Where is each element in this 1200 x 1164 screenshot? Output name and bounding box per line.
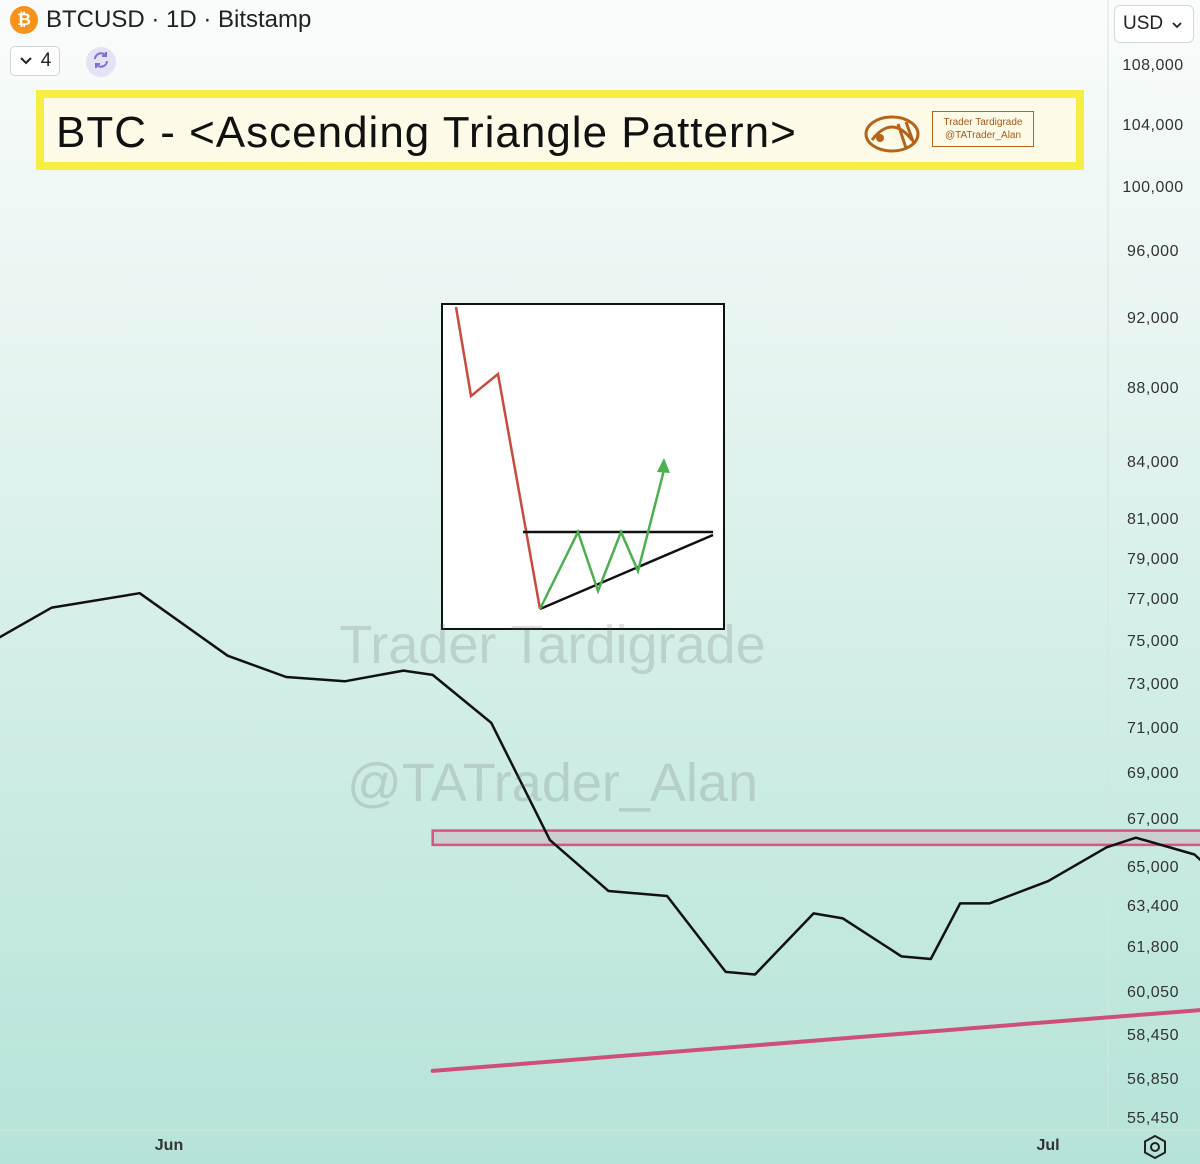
price-tick-label: 88,000 [1127, 380, 1179, 398]
price-tick-label: 108,000 [1122, 57, 1184, 74]
chevron-down-icon [19, 53, 33, 70]
refresh-button[interactable] [86, 47, 116, 77]
title-banner: BTC - <Ascending Triangle Pattern> Trade… [36, 90, 1084, 170]
gear-icon [1144, 1134, 1166, 1160]
badge-line-2: @TATrader_Alan [944, 130, 1022, 141]
price-tick-label: 55,450 [1127, 1110, 1179, 1127]
price-tick-label: 56,850 [1127, 1070, 1179, 1088]
time-tick-label: Jul [1036, 1137, 1060, 1154]
symbol-title[interactable]: BTCUSD · 1D · Bitstamp [46, 6, 312, 33]
price-tick-label: 100,000 [1122, 178, 1184, 196]
symbol-header[interactable]: ₿ BTCUSD · 1D · Bitstamp [10, 6, 311, 34]
price-tick-label: 67,000 [1127, 811, 1179, 829]
watermark-name: Trader Tardigrade [339, 615, 766, 675]
chart-settings-button[interactable] [1142, 1134, 1168, 1160]
resistance-band [431, 829, 1200, 847]
price-tick-label: 71,000 [1127, 719, 1179, 737]
title-banner-inner: BTC - <Ascending Triangle Pattern> Trade… [44, 98, 1076, 162]
diagram-breakout-line [538, 469, 666, 610]
price-tick-label: 92,000 [1127, 310, 1179, 328]
price-tick-label: 96,000 [1127, 243, 1179, 261]
support-trendline [430, 1008, 1200, 1073]
price-tick-label: 79,000 [1127, 550, 1179, 568]
price-tick-label: 65,000 [1127, 859, 1179, 876]
diagram-breakout-arrow [657, 458, 670, 473]
currency-select[interactable]: USD [1114, 5, 1194, 43]
refresh-icon [91, 50, 111, 75]
ascending-triangle-diagram [441, 303, 725, 630]
tardigrade-logo-icon [862, 108, 922, 159]
price-tick-label: 60,050 [1127, 984, 1179, 1002]
currency-label: USD [1123, 13, 1164, 34]
price-tick-label: 58,450 [1127, 1026, 1179, 1044]
chevron-down-icon [1171, 13, 1183, 35]
plot-layer [0, 591, 1200, 1073]
author-badge: Trader Tardigrade @TATrader_Alan [932, 111, 1034, 147]
indicators-toggle-button[interactable]: 4 [10, 46, 60, 76]
time-tick-label: Jun [154, 1137, 184, 1154]
watermark-handle: @TATrader_Alan [347, 753, 758, 813]
price-tick-label: 75,000 [1127, 632, 1179, 650]
price-tick-label: 73,000 [1127, 675, 1179, 693]
bitcoin-icon: ₿ [10, 6, 38, 34]
banner-title: BTC - <Ascending Triangle Pattern> [56, 108, 797, 157]
price-tick-label: 69,000 [1127, 764, 1179, 782]
price-line [0, 591, 1200, 976]
price-tick-label: 104,000 [1122, 116, 1184, 134]
diagram-graphic [454, 306, 714, 611]
badge-line-1: Trader Tardigrade [943, 117, 1023, 128]
diagram-downtrend-line [454, 306, 542, 610]
price-tick-label: 84,000 [1127, 453, 1179, 471]
indicator-count: 4 [40, 50, 52, 71]
diagram-support-line [539, 533, 714, 611]
price-tick-label: 77,000 [1127, 591, 1179, 609]
price-tick-label: 63,400 [1127, 898, 1179, 916]
price-tick-label: 61,800 [1127, 938, 1179, 956]
price-tick-label: 81,000 [1127, 511, 1179, 529]
